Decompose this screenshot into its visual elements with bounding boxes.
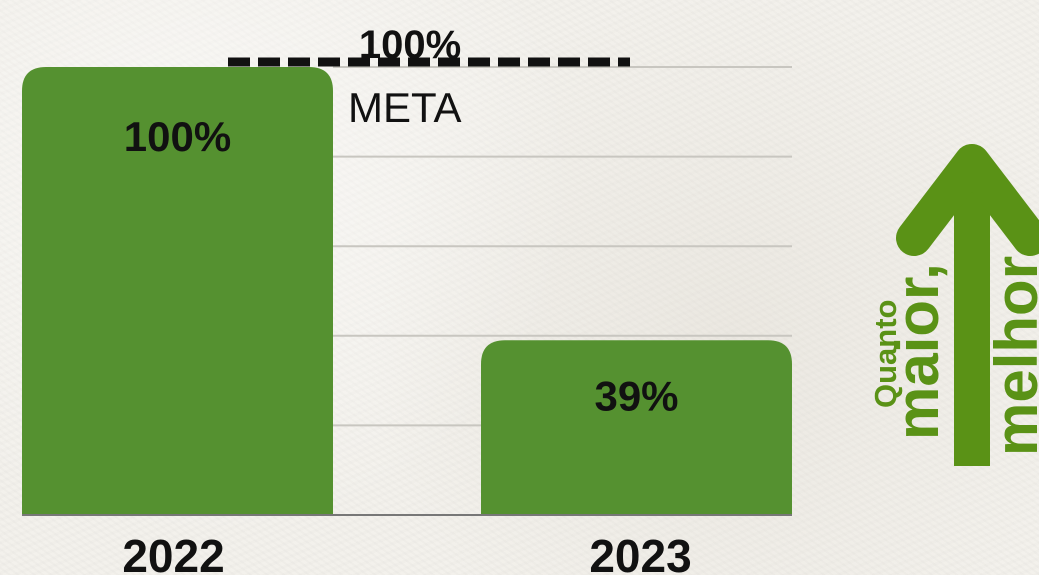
- category-label: 2023: [589, 530, 691, 575]
- bar-value-label: 39%: [594, 372, 678, 419]
- bar-2023: [481, 340, 792, 515]
- target-value-label: 100%: [359, 23, 461, 67]
- bar-2022: [22, 67, 333, 515]
- target-label: META: [348, 84, 462, 131]
- slogan-arrow: Quanto maior, melhor: [868, 144, 1039, 466]
- slogan-line-melhor: melhor: [983, 256, 1039, 456]
- target-marker: 100% META: [228, 23, 630, 131]
- slogan-line-quanto: Quanto: [868, 300, 903, 409]
- bar-value-labels: 100% 39%: [124, 113, 679, 419]
- bar-value-label: 100%: [124, 113, 231, 160]
- category-label: 2022: [122, 530, 224, 575]
- up-arrow-head-icon: [896, 144, 1039, 256]
- category-labels: 2022 2023: [122, 530, 691, 575]
- bars: [22, 67, 792, 515]
- slogan-line-maior: maior,: [884, 263, 951, 440]
